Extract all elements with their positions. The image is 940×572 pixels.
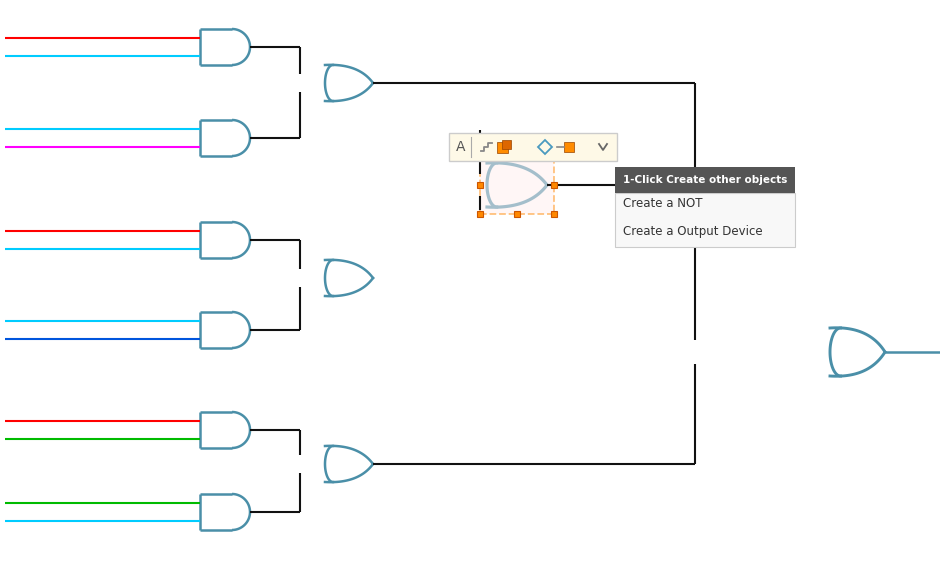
Bar [514,153,520,159]
Bar [615,167,795,193]
Text: 1-Click Create other objects: 1-Click Create other objects [623,175,788,185]
Bar [449,133,617,161]
Bar [551,182,557,188]
Bar [551,153,557,159]
Bar [502,140,511,149]
Bar [497,142,508,153]
Bar [615,193,795,247]
Text: Create a Output Device: Create a Output Device [623,225,762,238]
Bar [477,153,483,159]
Bar [480,156,554,214]
Bar [551,211,557,217]
Text: Create a AND: Create a AND [623,169,694,179]
Bar [514,211,520,217]
Text: Create a NOT: Create a NOT [623,197,702,210]
Text: A: A [456,140,465,154]
Bar [477,211,483,217]
Bar [477,182,483,188]
Bar [564,142,574,152]
